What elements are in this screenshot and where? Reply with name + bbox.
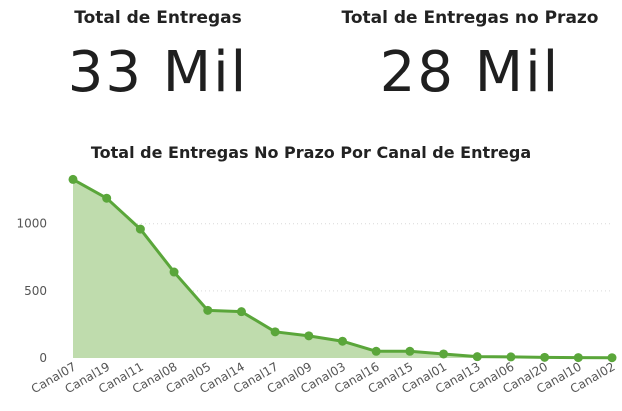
data-point-canal08[interactable] [169,267,179,277]
data-point-canal10[interactable] [573,353,583,363]
y-tick-label: 0 [39,351,47,365]
data-point-canal14[interactable] [236,307,246,317]
data-point-canal09[interactable] [304,331,314,341]
area-series [72,178,613,360]
x-axis: Canal07Canal19Canal11Canal08Canal05Canal… [29,359,618,396]
data-point-canal15[interactable] [405,346,415,356]
data-point-canal05[interactable] [203,305,213,315]
data-point-canal01[interactable] [439,349,449,359]
y-tick-label: 500 [24,284,47,298]
kpi-total-entregas-value[interactable]: 33 Mil [67,40,249,105]
data-point-canal13[interactable] [472,352,482,362]
kpi-total-entregas-label: Total de Entregas [74,8,242,28]
data-point-canal20[interactable] [540,352,550,362]
chart-title: Total de Entregas No Prazo Por Canal de … [90,143,532,162]
data-points[interactable] [68,174,617,363]
area-fill [73,179,612,358]
data-point-canal17[interactable] [270,327,280,337]
data-point-canal11[interactable] [135,224,145,234]
data-point-canal02[interactable] [607,353,617,363]
kpi-entregas-no-prazo-label: Total de Entregas no Prazo [341,8,599,28]
data-point-canal19[interactable] [102,193,112,203]
kpi-entregas-no-prazo-value[interactable]: 28 Mil [379,40,561,105]
data-point-canal03[interactable] [338,336,347,346]
data-point-canal07[interactable] [68,174,78,184]
data-point-canal16[interactable] [371,346,381,356]
data-point-canal06[interactable] [506,352,516,362]
y-tick-label: 1000 [16,217,47,231]
y-axis: 0 500 1000 [16,217,47,365]
